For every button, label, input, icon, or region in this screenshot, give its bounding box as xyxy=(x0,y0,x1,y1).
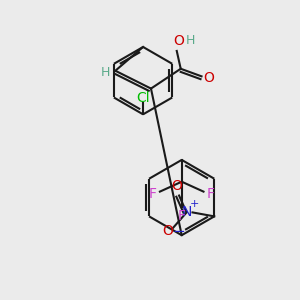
Text: F: F xyxy=(206,187,214,201)
Text: Cl: Cl xyxy=(136,92,150,106)
Text: N: N xyxy=(182,206,192,219)
Text: +: + xyxy=(190,200,199,209)
Text: O: O xyxy=(171,179,182,193)
Text: O: O xyxy=(173,34,184,48)
Text: H: H xyxy=(186,34,195,46)
Text: F: F xyxy=(178,209,186,224)
Text: O: O xyxy=(162,224,173,238)
Text: H: H xyxy=(101,66,110,79)
Text: O: O xyxy=(203,71,214,85)
Text: F: F xyxy=(149,187,157,201)
Text: −: − xyxy=(172,224,185,239)
